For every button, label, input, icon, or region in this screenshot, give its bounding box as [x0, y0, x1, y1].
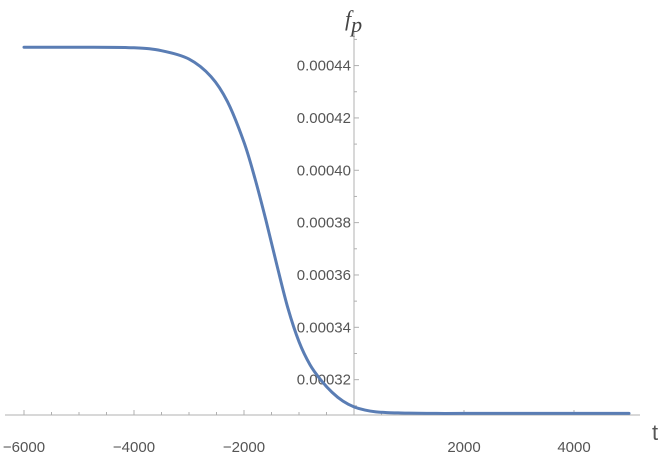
y-axis-label-subscript: p [349, 12, 362, 37]
x-tick-label: −2000 [223, 439, 265, 456]
x-ticks: −6000 −4000 −2000 2000 4000 [3, 410, 630, 456]
y-ticks: 0.00032 0.00034 0.00036 0.00038 0.00040 0.000… [297, 38, 359, 407]
y-axis-label: fp [345, 6, 362, 37]
series-line-0 [22, 45, 631, 415]
y-tick-label: 0.00044 [297, 58, 351, 75]
y-tick-label: 0.00040 [297, 162, 351, 179]
axes [5, 32, 640, 416]
x-tick-label: 2000 [447, 439, 480, 456]
x-tick-label: −6000 [3, 439, 45, 456]
y-tick-label: 0.00036 [297, 267, 351, 284]
y-tick-label: 0.00032 [297, 372, 351, 389]
y-axis-label-main: f [345, 6, 354, 31]
x-tick-label: −4000 [113, 439, 155, 456]
y-tick-label: 0.00038 [297, 215, 351, 232]
x-tick-label: 4000 [557, 439, 590, 456]
x-axis-label: t [652, 420, 658, 445]
series-layer [22, 45, 631, 415]
y-tick-label: 0.00042 [297, 110, 351, 127]
y-tick-label: 0.00034 [297, 319, 351, 336]
